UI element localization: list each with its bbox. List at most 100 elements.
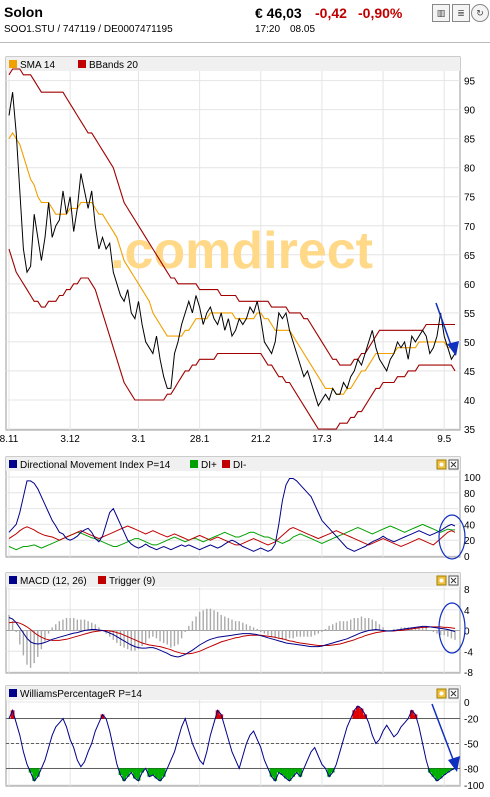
annotation-arrow-price xyxy=(435,302,453,349)
oversold-fill xyxy=(147,768,152,777)
annotation-arrow-williams xyxy=(431,703,455,763)
dmi-header xyxy=(6,457,460,471)
legend-swatch-sma xyxy=(9,60,17,68)
stock-price: € 46,03 xyxy=(255,5,302,21)
oversold-fill xyxy=(136,768,141,781)
legend-bbands-label: BBands 20 xyxy=(89,60,138,71)
oversold-fill xyxy=(154,768,159,779)
di-minus-line xyxy=(8,525,456,548)
legend-swatch-di-minus xyxy=(222,460,230,468)
oversold-fill xyxy=(442,768,447,776)
oversold-fill xyxy=(431,768,436,777)
oversold-fill xyxy=(150,768,155,776)
oversold-fill xyxy=(445,768,450,773)
oversold-fill xyxy=(32,768,37,781)
williams-settings-icon[interactable] xyxy=(436,688,447,699)
y-tick-label: -20 xyxy=(464,715,479,726)
x-tick-label: 9.5 xyxy=(437,434,451,445)
y-tick-label: 40 xyxy=(464,520,476,531)
stock-name: Solon xyxy=(4,4,43,20)
oversold-fill xyxy=(132,768,137,779)
dmi-y-axis: 0 20 40 60 80 100 xyxy=(464,473,481,563)
williams-close-icon[interactable] xyxy=(448,688,459,699)
oversold-fill xyxy=(291,768,296,777)
macd-header xyxy=(6,573,460,587)
macd-title: MACD (12, 26) xyxy=(20,576,87,587)
price-legend-bar xyxy=(6,57,460,71)
annotation-circle-dmi xyxy=(438,514,466,560)
quote-date: 08.05 xyxy=(290,24,316,35)
oversold-fill xyxy=(294,768,299,773)
overbought-fill xyxy=(355,706,360,719)
x-tick-label: 3.12 xyxy=(60,434,80,445)
y-tick-label: 60 xyxy=(464,280,476,291)
williams-line xyxy=(8,705,456,782)
trigger-line xyxy=(8,621,456,655)
dmi-title: Directional Movement Index P=14 xyxy=(20,460,171,471)
oversold-fill xyxy=(427,768,432,773)
y-tick-label: 0 xyxy=(464,552,470,563)
dmi-close-icon[interactable] xyxy=(448,459,459,470)
oversold-fill xyxy=(129,768,134,773)
y-tick-label: 55 xyxy=(464,309,476,320)
oversold-fill xyxy=(280,768,285,776)
y-tick-label: 0 xyxy=(464,698,470,709)
overbought-fill xyxy=(215,710,220,719)
x-tick-label: 28.1 xyxy=(190,434,210,445)
y-tick-label: -8 xyxy=(464,668,473,679)
y-tick-label: -80 xyxy=(464,764,479,775)
arrow-head-icon xyxy=(447,341,459,356)
oversold-fill xyxy=(118,768,123,776)
x-tick-label: 21.2 xyxy=(251,434,271,445)
header-divider xyxy=(0,42,490,43)
y-tick-label: 100 xyxy=(464,473,481,484)
x-tick-label: 14.4 xyxy=(373,434,393,445)
legend-trigger: Trigger (9) xyxy=(109,576,155,587)
y-tick-label: 80 xyxy=(464,489,476,500)
macd-series xyxy=(6,608,460,668)
macd-settings-icon[interactable] xyxy=(436,575,447,586)
dmi-series xyxy=(8,478,456,552)
macd-close-icon[interactable] xyxy=(448,575,459,586)
overbought-fill xyxy=(363,714,367,719)
sma-line xyxy=(8,131,456,395)
y-tick-label: 45 xyxy=(464,367,476,378)
y-tick-label: -4 xyxy=(464,647,473,658)
arrow-head-icon xyxy=(448,756,460,772)
oversold-fill xyxy=(330,768,335,773)
oversold-fill xyxy=(276,768,281,773)
williams-header xyxy=(6,686,460,700)
y-tick-label: 40 xyxy=(464,396,476,407)
overbought-fill xyxy=(10,710,15,719)
y-tick-label: -50 xyxy=(464,740,479,751)
overbought-fill xyxy=(219,714,224,719)
legend-swatch-macd xyxy=(9,576,17,584)
macd-y-axis: -8 -4 0 4 8 xyxy=(464,585,473,679)
price-change-percent: -0,90% xyxy=(358,5,403,21)
oversold-fill xyxy=(125,768,130,777)
y-tick-label: 65 xyxy=(464,251,476,262)
oversold-fill xyxy=(449,768,454,771)
legend-sma-label: SMA 14 xyxy=(20,60,55,71)
reload-icon[interactable]: ↻ xyxy=(471,4,489,22)
oversold-fill xyxy=(140,768,144,773)
price-line xyxy=(8,92,456,407)
stock-identifiers: SOO1.STU / 747119 / DE0007471195 xyxy=(4,24,173,35)
oversold-fill xyxy=(122,768,126,781)
news-icon[interactable]: ≣ xyxy=(452,4,470,22)
bar-chart-icon[interactable]: ▥ xyxy=(432,4,450,22)
legend-swatch-bbands xyxy=(78,60,86,68)
oversold-fill xyxy=(298,768,303,777)
y-tick-label: 80 xyxy=(464,164,476,175)
dmi-settings-icon[interactable] xyxy=(436,459,447,470)
y-tick-label: -100 xyxy=(464,781,484,792)
oversold-fill xyxy=(28,768,33,773)
quote-time: 17:20 xyxy=(255,24,281,35)
legend-swatch-di-plus xyxy=(190,460,198,468)
x-tick-label: 17.3 xyxy=(312,434,332,445)
oversold-fill xyxy=(273,768,278,781)
x-tick-label: 8.11 xyxy=(0,434,19,445)
legend-di-minus: DI- xyxy=(233,460,246,471)
williams-series xyxy=(6,705,460,782)
